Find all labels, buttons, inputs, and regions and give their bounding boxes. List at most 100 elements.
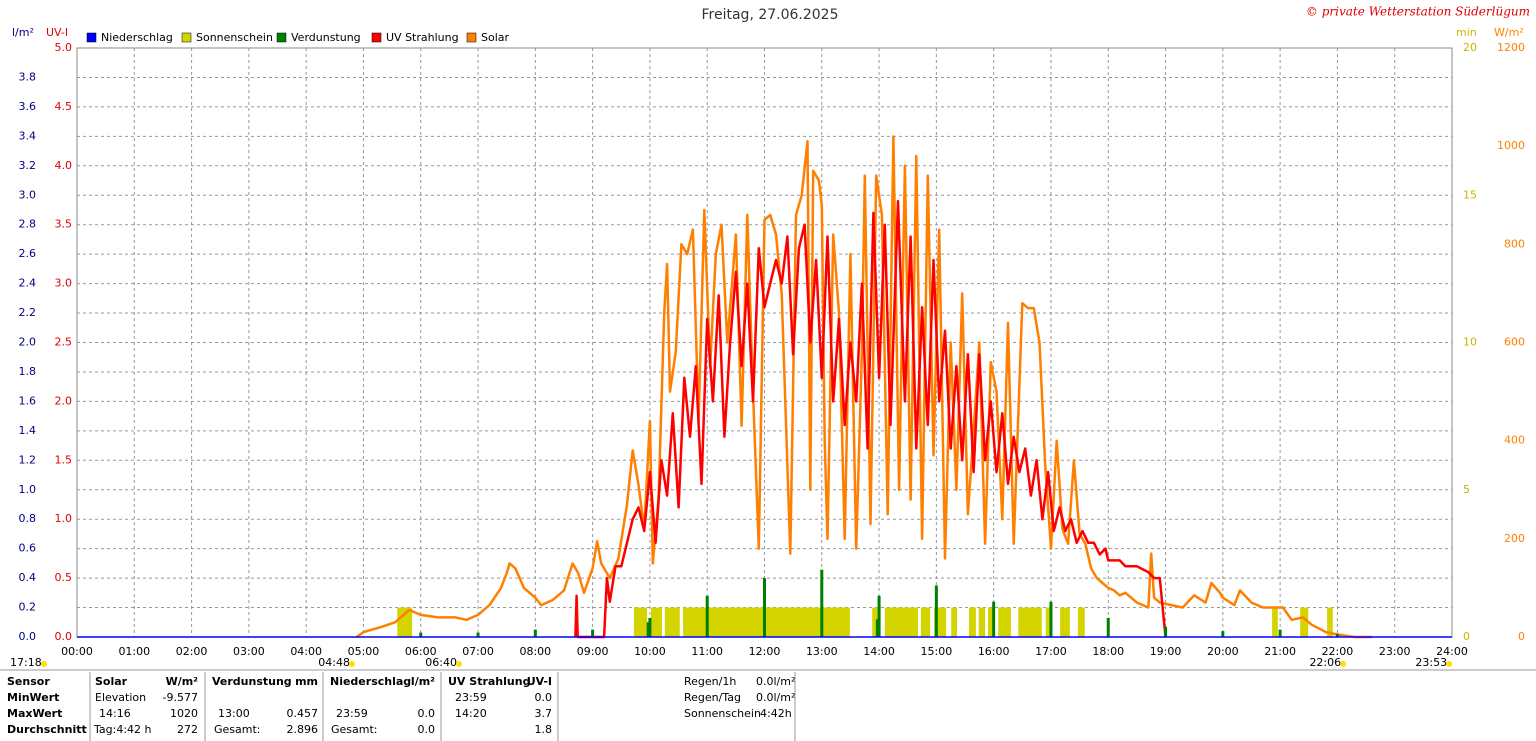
x-tick-label: 12:00 xyxy=(749,645,781,658)
y2-tick-label: 2.5 xyxy=(55,336,73,349)
y-tick-label: 1.0 xyxy=(19,483,37,496)
y4-tick-label: 800 xyxy=(1504,237,1525,250)
x-tick-label: 02:00 xyxy=(176,645,208,658)
legend-swatch xyxy=(371,32,382,43)
evaporation-bar xyxy=(533,629,537,637)
x-tick-label: 23:00 xyxy=(1379,645,1411,658)
sunshine-bar xyxy=(978,607,986,637)
cell: Gesamt: xyxy=(331,723,378,736)
y-tick-label: 1.2 xyxy=(19,453,37,466)
x-tick-label: 15:00 xyxy=(921,645,953,658)
cell: 3.7 xyxy=(535,707,553,720)
cell: 0.0 xyxy=(418,707,436,720)
col-header: Solar xyxy=(95,675,128,688)
y-tick-label: 2.2 xyxy=(19,306,37,319)
y-tick-label: 0.0 xyxy=(19,630,37,643)
x-tick-label: 03:00 xyxy=(233,645,265,658)
sunshine-bar xyxy=(1060,607,1070,637)
sun-marker xyxy=(455,661,462,667)
summary-value: 4:42h xyxy=(760,707,792,720)
legend-swatch xyxy=(466,32,477,43)
cell: 0.0 xyxy=(418,723,436,736)
legend-swatch xyxy=(86,32,97,43)
x-tick-label: 04:00 xyxy=(290,645,322,658)
col-header: W/m² xyxy=(166,675,199,688)
legend-label: Solar xyxy=(481,31,510,44)
y-tick-label: 0.4 xyxy=(19,571,37,584)
y3-axis-label: min xyxy=(1456,26,1477,39)
col-header: Niederschlag xyxy=(330,675,411,688)
y2-tick-label: 3.5 xyxy=(55,218,73,231)
x-tick-label: 11:00 xyxy=(691,645,723,658)
col-header: UV Strahlung xyxy=(448,675,530,688)
row-label: Sensor xyxy=(7,675,50,688)
cell: 272 xyxy=(177,723,198,736)
evaporation-bar xyxy=(1335,634,1339,637)
y3-tick-label: 5 xyxy=(1463,483,1470,496)
cell: 2.896 xyxy=(287,723,319,736)
cell: 0.0 xyxy=(535,691,553,704)
plot-area: 0.0 0.2 0.4 0.6 0.8 1.0 1.2 1.4 1.6 1.8 2.0 2.2 2.4 2… xyxy=(10,31,1525,669)
sunshine-bar xyxy=(998,607,1011,637)
sunshine-bar xyxy=(633,607,648,637)
y-tick-label: 0.2 xyxy=(19,601,37,614)
row-label: MaxWert xyxy=(7,707,62,720)
y2-tick-label: 4.0 xyxy=(55,159,73,172)
copyright: © private Wetterstation Süderlügum xyxy=(1306,5,1530,19)
evaporation-bar xyxy=(1164,626,1168,637)
sunshine-bar xyxy=(664,607,680,637)
summary-value: 0.0l/m² xyxy=(756,675,795,688)
series-line xyxy=(355,135,1372,639)
y-tick-label: 1.6 xyxy=(19,394,37,407)
y-tick-label: 2.8 xyxy=(19,218,37,231)
y-axis-label: l/m² xyxy=(12,26,34,39)
col-header: l/m² xyxy=(411,675,435,688)
y4-tick-label: 400 xyxy=(1504,434,1525,447)
legend-label: Verdunstung xyxy=(291,31,361,44)
y-tick-label: 2.4 xyxy=(19,277,37,290)
sunshine-bar xyxy=(872,607,878,637)
sunshine-bar xyxy=(1300,607,1309,637)
evaporation-bar xyxy=(875,619,879,637)
y-tick-label: 3.6 xyxy=(19,100,37,113)
x-tick-label: 22:00 xyxy=(1322,645,1354,658)
legend-label: Sonnenschein xyxy=(196,31,273,44)
summary-value: 0.0l/m² xyxy=(756,691,795,704)
y2-tick-label: 0.0 xyxy=(55,630,73,643)
x-tick-label: 24:00 xyxy=(1436,645,1468,658)
evaporation-bar xyxy=(763,578,766,637)
y-tick-label: 0.6 xyxy=(19,542,37,555)
legend-swatch xyxy=(276,32,287,43)
y2-tick-label: 1.0 xyxy=(55,512,73,525)
x-tick-label: 10:00 xyxy=(634,645,666,658)
summary-label: Sonnenschein xyxy=(684,707,761,720)
evaporation-bar xyxy=(648,617,652,637)
evaporation-bar xyxy=(1106,617,1110,637)
sunshine-bar xyxy=(920,607,931,637)
sunshine-bar xyxy=(1327,607,1333,637)
cell: 13:00 xyxy=(218,707,250,720)
x-tick-label: 16:00 xyxy=(978,645,1010,658)
evaporation-bar xyxy=(1278,629,1282,637)
evaporation-bar xyxy=(992,601,996,637)
cell: 1.8 xyxy=(535,723,553,736)
x-tick-label: 00:00 xyxy=(61,645,93,658)
stats-table: Sensor MinWert MaxWert Durchschnitt Sola… xyxy=(7,672,796,741)
y4-tick-label: 600 xyxy=(1504,336,1525,349)
cell: 1020 xyxy=(170,707,198,720)
sunshine-bar xyxy=(1018,607,1042,637)
cell: -9.577 xyxy=(163,691,198,704)
annotation: 06:40 xyxy=(425,656,457,669)
x-tick-label: 17:00 xyxy=(1035,645,1067,658)
y-tick-label: 2.0 xyxy=(19,336,37,349)
y4-tick-label: 1200 xyxy=(1497,41,1525,54)
annotation: 04:48 xyxy=(318,656,350,669)
sunshine-bar xyxy=(969,607,976,637)
y-tick-label: 3.2 xyxy=(19,159,37,172)
y4-tick-label: 200 xyxy=(1504,532,1525,545)
series-line xyxy=(574,199,1167,639)
evaporation-bar xyxy=(646,622,650,637)
sun-marker xyxy=(349,661,355,667)
y3-tick-label: 20 xyxy=(1463,41,1477,54)
cell: Gesamt: xyxy=(214,723,261,736)
